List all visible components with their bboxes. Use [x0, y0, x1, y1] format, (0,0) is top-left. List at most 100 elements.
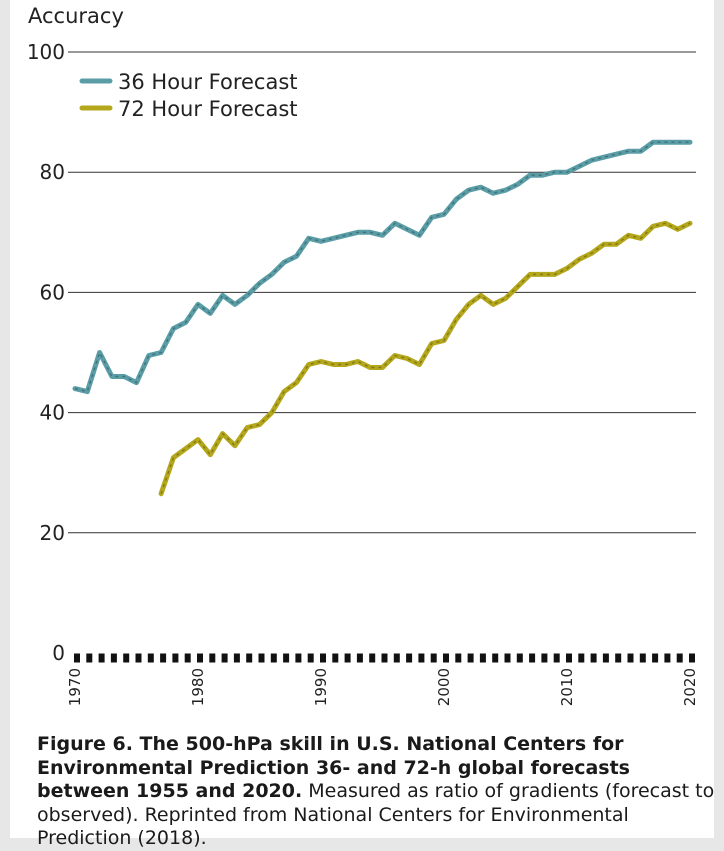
data-point	[246, 294, 248, 296]
x-tick-label: 2000	[435, 668, 453, 706]
x-tick-label: 1980	[189, 668, 207, 706]
data-point	[246, 426, 248, 428]
data-point	[123, 375, 125, 377]
y-tick-label: 100	[27, 40, 65, 64]
data-point	[308, 237, 310, 239]
data-point	[394, 354, 396, 356]
data-point	[443, 339, 445, 341]
data-point	[504, 297, 506, 299]
data-point	[320, 240, 322, 242]
data-point	[418, 234, 420, 236]
data-point	[295, 255, 297, 257]
data-point	[332, 237, 334, 239]
data-point	[615, 153, 617, 155]
data-point	[689, 222, 691, 224]
data-point	[74, 387, 76, 389]
data-point	[148, 354, 150, 356]
data-point	[640, 150, 642, 152]
data-point	[627, 234, 629, 236]
data-point	[234, 303, 236, 305]
data-point	[652, 225, 654, 227]
data-point	[603, 243, 605, 245]
data-point	[664, 222, 666, 224]
series-line-dots-36h	[74, 141, 690, 393]
data-point	[111, 375, 113, 377]
data-point	[627, 150, 629, 152]
caption-body: Measured as ratio of gradients (forecast…	[37, 780, 715, 849]
data-point	[357, 360, 359, 362]
data-point	[172, 327, 174, 329]
data-point	[677, 141, 679, 143]
data-point	[197, 303, 199, 305]
data-point	[160, 493, 162, 495]
data-point	[578, 258, 580, 260]
data-point	[517, 183, 519, 185]
data-point	[443, 213, 445, 215]
data-point	[185, 447, 187, 449]
data-point	[480, 294, 482, 296]
y-tick-label: 40	[40, 401, 65, 425]
data-point	[615, 243, 617, 245]
data-point	[541, 273, 543, 275]
data-point	[221, 294, 223, 296]
data-point	[283, 390, 285, 392]
y-axis-label: Accuracy	[28, 4, 124, 28]
data-point	[394, 222, 396, 224]
data-point	[271, 411, 273, 413]
data-point	[221, 432, 223, 434]
data-point	[652, 141, 654, 143]
x-tick-label: 1990	[312, 668, 330, 706]
data-point	[197, 438, 199, 440]
data-point	[578, 165, 580, 167]
data-point	[369, 366, 371, 368]
data-point	[369, 231, 371, 233]
data-point	[455, 318, 457, 320]
data-point	[308, 363, 310, 365]
data-point	[320, 360, 322, 362]
data-point	[258, 423, 260, 425]
data-point	[431, 216, 433, 218]
data-point	[566, 267, 568, 269]
data-point	[234, 444, 236, 446]
x-tick-label: 1970	[66, 668, 84, 706]
data-point	[332, 363, 334, 365]
y-tick-label: 20	[40, 521, 65, 545]
data-point	[529, 174, 531, 176]
data-point	[504, 189, 506, 191]
data-point	[529, 273, 531, 275]
data-point	[209, 312, 211, 314]
data-point	[271, 273, 273, 275]
data-point	[357, 231, 359, 233]
data-point	[467, 189, 469, 191]
data-point	[640, 237, 642, 239]
data-point	[590, 159, 592, 161]
y-tick-label: 60	[40, 280, 65, 304]
data-point	[86, 390, 88, 392]
y-tick-label: 80	[40, 160, 65, 184]
data-point	[455, 198, 457, 200]
data-point	[664, 141, 666, 143]
data-point	[554, 273, 556, 275]
data-point	[160, 351, 162, 353]
data-point	[344, 234, 346, 236]
data-point	[566, 171, 568, 173]
caption-title: Figure 6. The 500-hPa skill in U.S. Nati…	[37, 733, 630, 802]
data-point	[295, 381, 297, 383]
data-point	[406, 228, 408, 230]
data-point	[517, 285, 519, 287]
data-point	[492, 192, 494, 194]
figure-panel: Accuracy 100 80 60 40 20 0 1970 1980 1990 2000 2010…	[10, 0, 714, 849]
data-point	[381, 366, 383, 368]
x-tick-label: 2020	[681, 668, 699, 706]
data-point	[172, 456, 174, 458]
data-point	[185, 321, 187, 323]
data-point	[98, 351, 100, 353]
data-point	[344, 363, 346, 365]
data-point	[209, 453, 211, 455]
data-point	[689, 141, 691, 143]
data-point	[406, 357, 408, 359]
data-point	[590, 252, 592, 254]
data-point	[603, 156, 605, 158]
data-point	[258, 282, 260, 284]
